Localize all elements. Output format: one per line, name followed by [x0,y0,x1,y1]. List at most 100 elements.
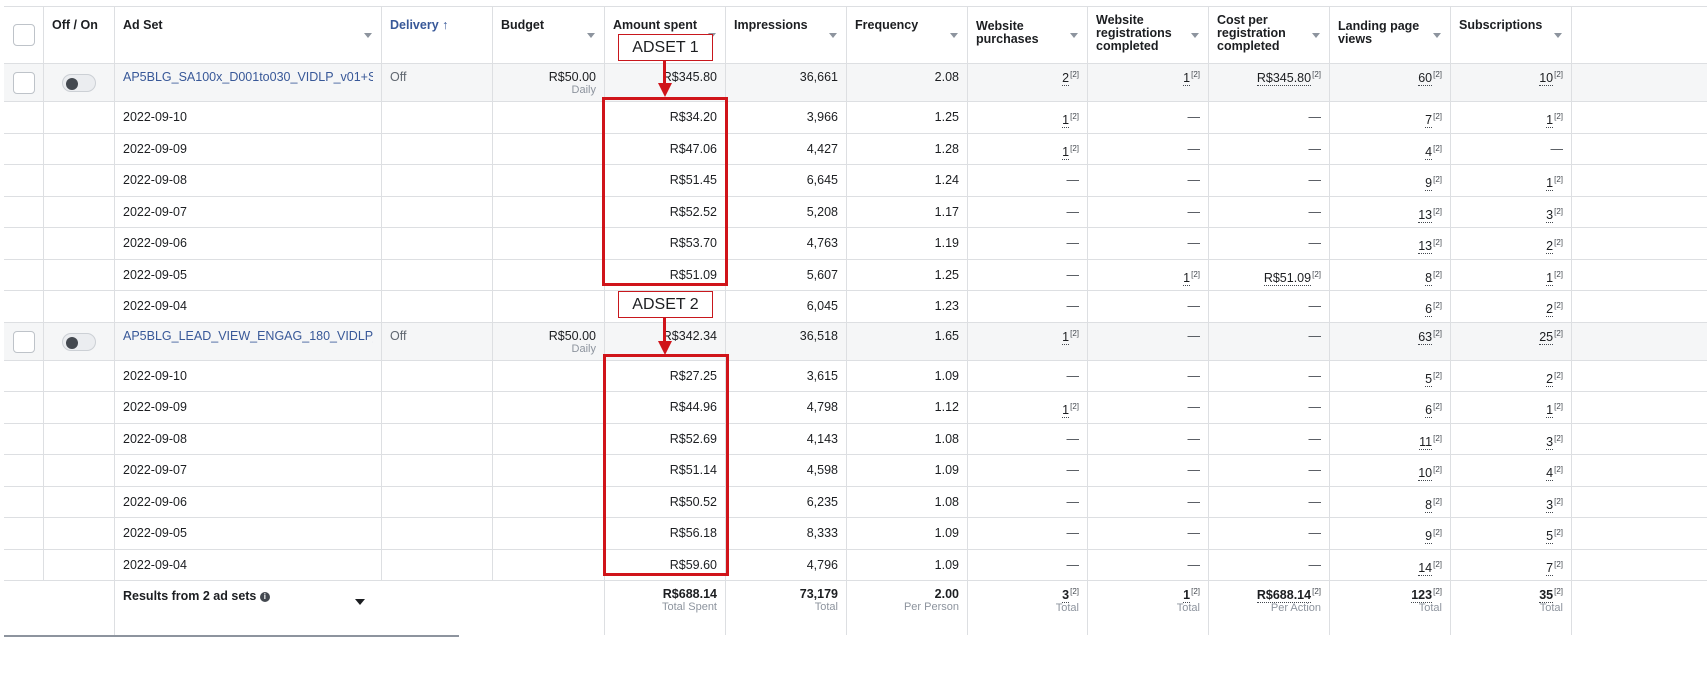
adset-row[interactable]: AP5BLG_LEAD_VIEW_ENGAG_180_VIDLP_v0... Of… [4,322,1707,361]
horizontal-scrollbar[interactable] [4,635,459,637]
impressions-cell: 4,763 [726,228,847,259]
filler-cell [1572,260,1707,291]
purchases-value: 1 [1062,329,1070,345]
ad-set-sort-icon[interactable] [364,33,372,38]
adset-row[interactable]: AP5BLG_SA100x_D001to030_VIDLP_v01+ST... O… [4,64,1707,102]
footnote-marker: [2] [1554,301,1563,310]
footnote-marker: [2] [1554,528,1563,537]
adset-name-link[interactable]: AP5BLG_SA100x_D001to030_VIDLP_v01+ST... [123,70,373,84]
date-cell: 2022-09-08 [115,165,382,196]
spent-cell: R$27.25 [605,360,726,391]
select-cell [4,196,44,227]
cost-sort-icon[interactable] [1312,33,1320,38]
footnote-marker: [2] [1070,70,1079,79]
toggle-cell [44,102,115,133]
adset-name-link[interactable]: AP5BLG_LEAD_VIEW_ENGAG_180_VIDLP_v0... [123,328,373,343]
budget-sort-icon[interactable] [587,33,595,38]
footnote-marker: [2] [1433,238,1442,247]
footer-spent-cell: R$688.14 Total Spent [605,581,726,635]
adset-toggle[interactable] [62,332,96,351]
footnote-marker: [2] [1191,269,1200,279]
subscriptions-value: 1 [1546,403,1554,419]
impressions-value: 5,607 [806,267,838,282]
adset-toggle[interactable] [62,74,96,92]
table-header: Off / On Ad Set Delivery ↑ Budget Amount… [4,6,1707,64]
header-cost-per-registration[interactable]: Cost per registration completed [1209,7,1330,63]
landing-sort-icon[interactable] [1433,33,1441,38]
footnote-marker: [2] [1554,402,1563,411]
date-row: 2022-09-05 R$56.18 8,333 1.09— — —9[2] 5[2] [4,518,1707,550]
date-label: 2022-09-06 [123,494,187,509]
delivery-cell [382,291,493,322]
frequency-value: 1.25 [934,267,959,282]
footnote-marker: [2] [1070,143,1079,153]
cost-value: R$345.80 [1256,71,1312,87]
footnote-marker: [2] [1433,206,1442,216]
date-label: 2022-09-08 [123,431,187,446]
header-subscriptions[interactable]: Subscriptions [1451,7,1572,63]
spent-value: R$51.14 [669,463,717,477]
cost-cell: — [1209,228,1330,259]
header-budget[interactable]: Budget [493,7,605,63]
purchases-value: — [1066,204,1080,219]
cost-value: R$51.09 [1263,270,1312,286]
header-delivery[interactable]: Delivery ↑ [382,7,493,63]
frequency-value: 1.23 [934,299,959,313]
spent-value: R$53.70 [669,236,717,250]
purchases-cell: — [968,259,1088,290]
subscriptions-value: 2 [1546,239,1554,255]
subscriptions-cell: 2[2] [1451,360,1572,391]
chevron-down-icon[interactable] [355,599,365,605]
footer-frequency-cell: 2.00 Per Person [847,581,968,635]
header-impressions[interactable]: Impressions [726,7,847,63]
budget-cell[interactable]: R$50.00 Daily [493,322,605,360]
header-landing-page-views[interactable]: Landing page views [1330,7,1451,63]
select-cell [4,322,44,360]
cost-cell: — [1209,423,1330,454]
info-icon[interactable]: i [259,591,270,602]
impressions-cell: 6,045 [726,291,847,322]
footer-impressions-cell: 73,179 Total [726,581,847,635]
footnote-marker: [2] [1554,370,1563,380]
header-website-registrations[interactable]: Website registrations completed [1088,7,1209,63]
toggle-cell [44,518,115,549]
purchases-sort-icon[interactable] [1070,33,1078,38]
adset-name-cell[interactable]: AP5BLG_LEAD_VIEW_ENGAG_180_VIDLP_v0... [115,322,382,360]
footnote-marker: [2] [1433,528,1442,537]
footer-subscriptions-value: 35 [1539,588,1554,604]
delivery-cell [382,455,493,486]
footer-frequency-sub: Per Person [903,601,959,613]
frequency-cell: 1.25 [847,102,968,133]
subscriptions-sort-icon[interactable] [1554,33,1562,38]
date-row: 2022-09-09 R$44.96 4,798 1.12 1[2] — —6[2] 1[2] [4,392,1707,424]
filler-cell [1572,361,1707,392]
impressions-cell: 6,235 [726,486,847,517]
spent-value: R$50.52 [669,494,717,509]
date-label: 2022-09-09 [123,400,187,414]
date-label: 2022-09-04 [123,299,187,313]
registrations-sort-icon[interactable] [1191,33,1199,38]
adset-name-cell[interactable]: AP5BLG_SA100x_D001to030_VIDLP_v01+ST... [115,64,382,101]
purchases-cell: — [968,360,1088,391]
registrations-cell: — [1088,165,1209,196]
frequency-value: 1.08 [934,431,959,446]
footnote-marker: [2] [1433,112,1442,121]
header-website-purchases[interactable]: Website purchases [968,7,1088,63]
impressions-value: 6,235 [806,494,838,509]
budget-cell[interactable]: R$50.00 Daily [493,64,605,101]
impressions-sort-icon[interactable] [829,33,837,38]
select-all-checkbox[interactable] [13,24,35,46]
adset-checkbox[interactable] [13,72,35,94]
budget-type: Daily [571,84,596,96]
filler-cell [1572,197,1707,228]
subscriptions-value: 1 [1546,113,1554,129]
header-ad-set[interactable]: Ad Set [115,7,382,63]
frequency-sort-icon[interactable] [950,33,958,38]
header-frequency[interactable]: Frequency [847,7,968,63]
subscriptions-value: 1 [1546,176,1554,192]
footer-subscriptions-cell: 35[2] Total [1451,581,1572,635]
adset-checkbox[interactable] [13,330,35,353]
spent-value: R$51.09 [669,267,717,282]
registrations-value: 1 [1183,71,1191,87]
subscriptions-cell: 4[2] [1451,455,1572,486]
